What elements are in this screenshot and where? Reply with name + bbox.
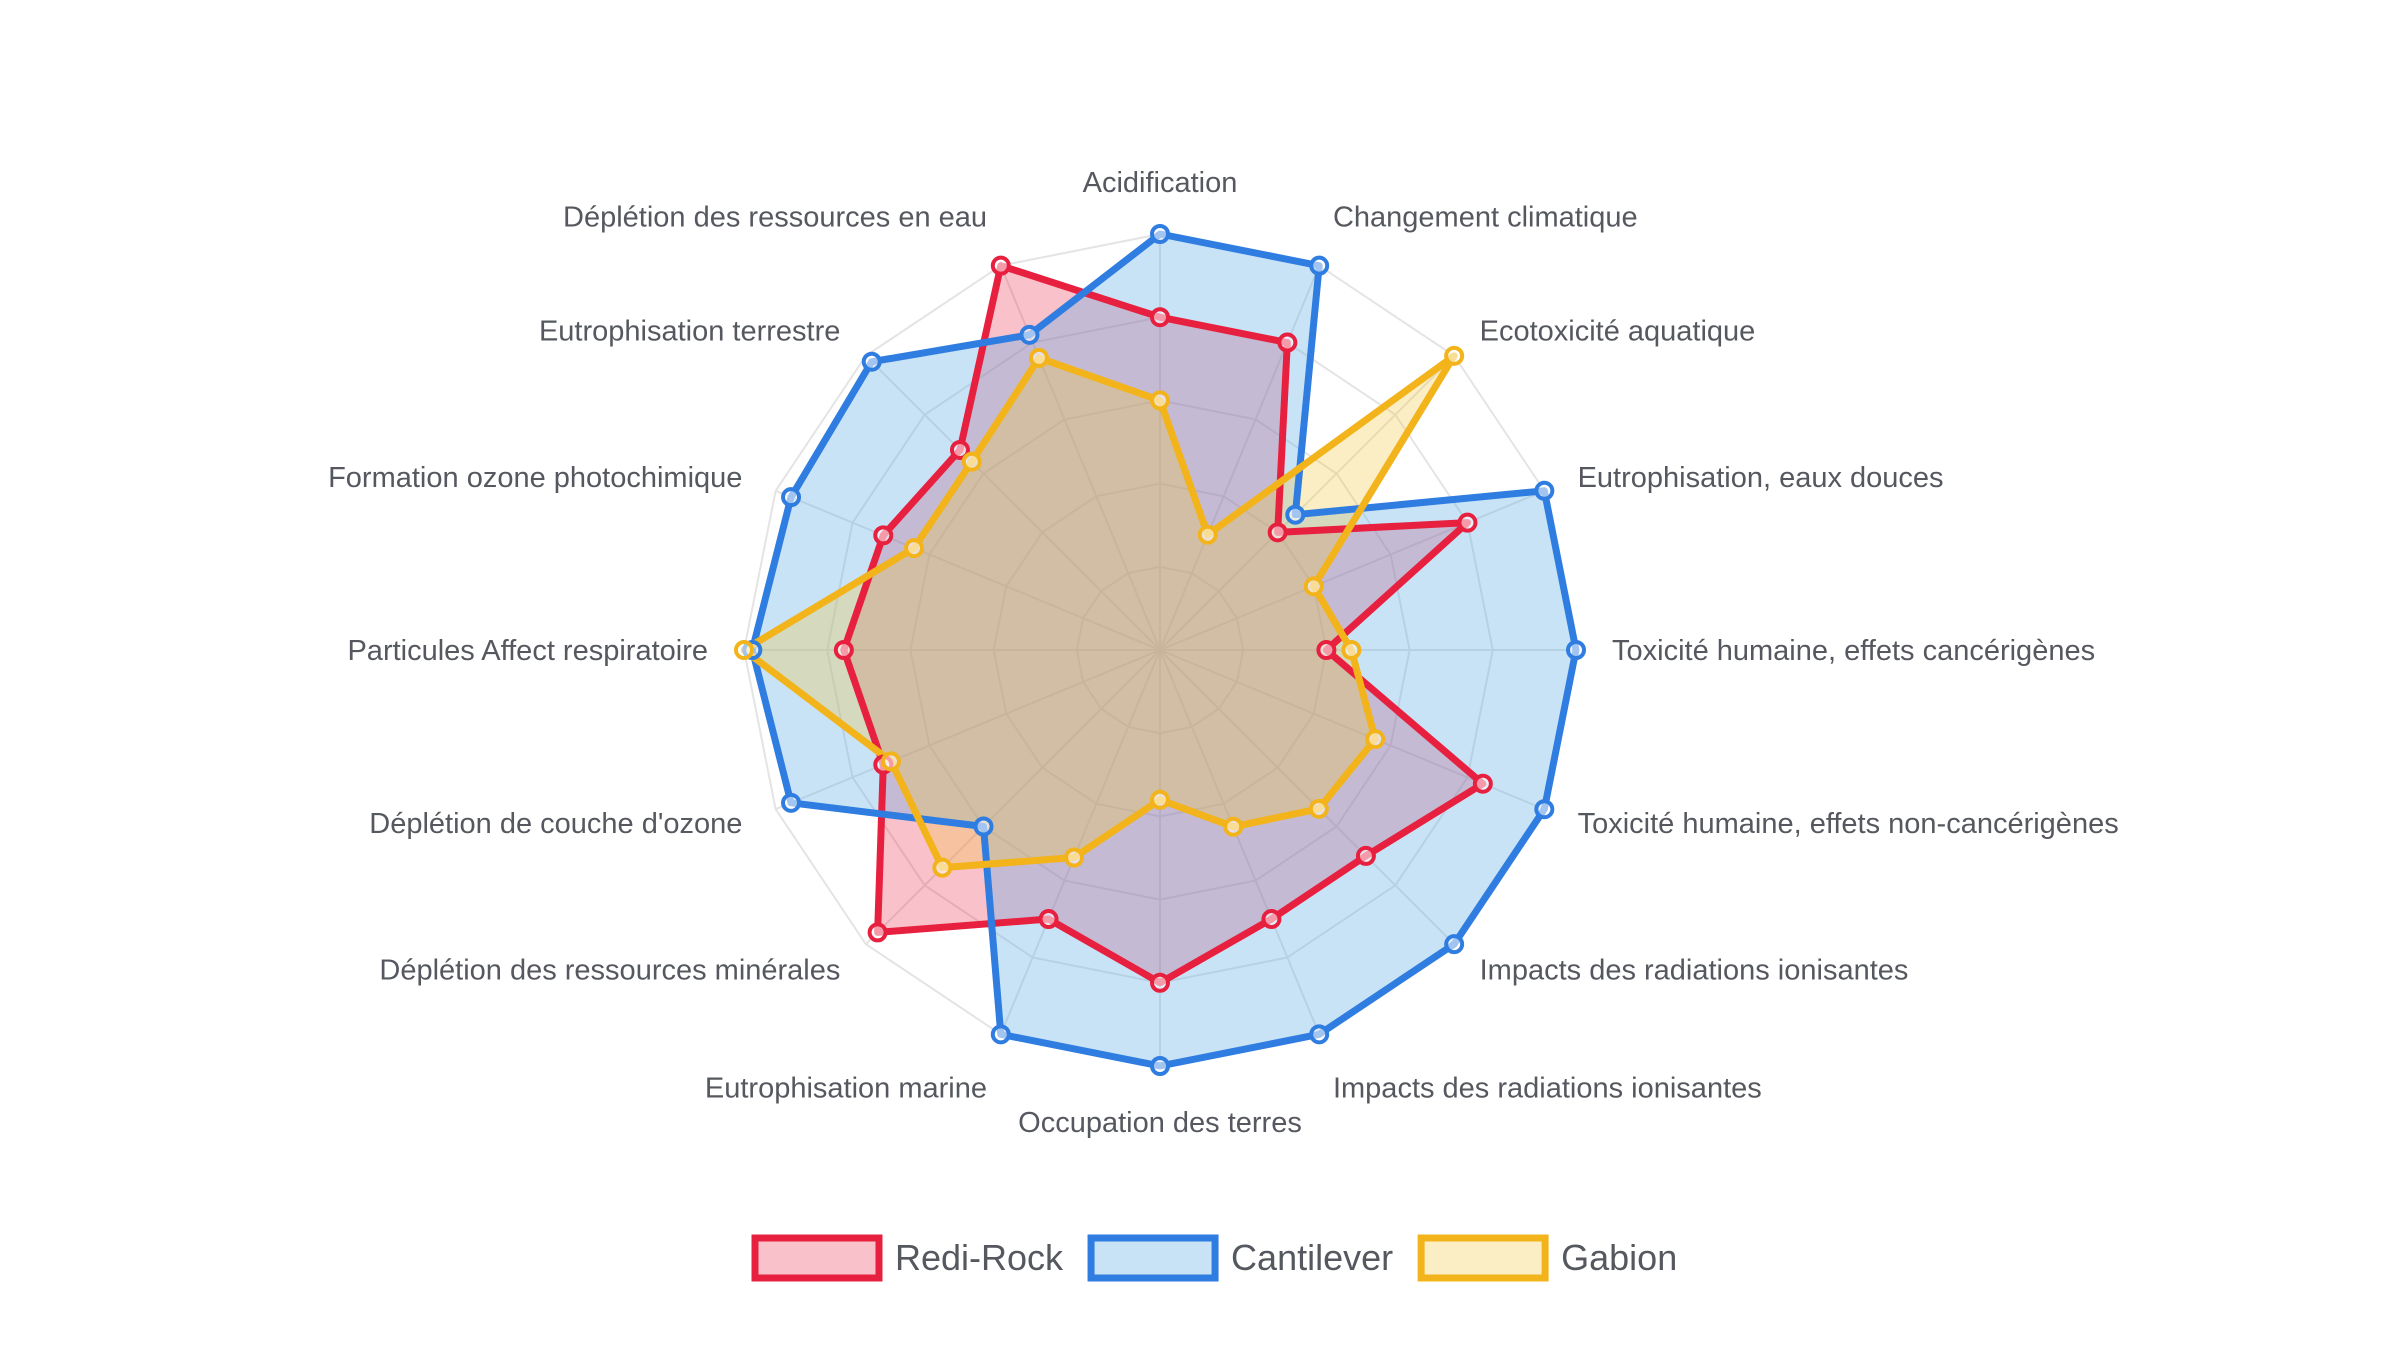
data-point-cantilever-1[interactable] xyxy=(1309,255,1330,276)
axis-label-2: Ecotoxicité aquatique xyxy=(1480,315,1756,347)
data-point-gabion-3[interactable] xyxy=(1303,576,1324,597)
legend-label-redi-rock: Redi-Rock xyxy=(895,1237,1064,1278)
data-point-cantilever-8[interactable] xyxy=(1150,1056,1170,1076)
data-point-gabion-9[interactable] xyxy=(1064,847,1085,868)
data-point-gabion-15[interactable] xyxy=(1029,347,1050,368)
data-point-gabion-14[interactable] xyxy=(961,451,982,472)
legend: Redi-Rock Cantilever Gabion xyxy=(751,1234,1677,1282)
series-points xyxy=(734,224,1586,1076)
legend-item-redi-rock[interactable]: Redi-Rock xyxy=(751,1234,1064,1282)
grid-spoke-7 xyxy=(1159,649,1321,1035)
grid-spoke-9 xyxy=(999,649,1161,1035)
axis-label-4: Toxicité humaine, effets cancérigènes xyxy=(1612,635,2095,667)
legend-label-gabion: Gabion xyxy=(1561,1237,1677,1278)
grid-spoke-3 xyxy=(1159,489,1545,651)
data-point-redi-rock-8[interactable] xyxy=(1150,972,1170,993)
data-point-cantilever-7[interactable] xyxy=(1309,1024,1330,1045)
data-point-redi-rock-0[interactable] xyxy=(1150,307,1170,328)
axis-label-13: Formation ozone photochimique xyxy=(328,462,742,494)
data-point-redi-rock-4[interactable] xyxy=(1316,640,1337,660)
data-point-cantilever-14[interactable] xyxy=(861,351,882,372)
data-point-gabion-11[interactable] xyxy=(880,751,901,772)
data-point-gabion-13[interactable] xyxy=(904,538,925,559)
data-point-cantilever-6[interactable] xyxy=(1444,934,1465,955)
data-point-redi-rock-10[interactable] xyxy=(867,922,888,943)
axis-labels: Acidification Changement climatique Ecotox… xyxy=(328,167,2119,1139)
axis-label-11: Déplétion de couche d'ozone xyxy=(369,808,742,840)
data-point-gabion-2[interactable] xyxy=(1444,345,1465,366)
data-point-gabion-5[interactable] xyxy=(1365,729,1386,750)
data-point-cantilever-3[interactable] xyxy=(1534,480,1555,501)
data-point-redi-rock-13[interactable] xyxy=(873,525,894,546)
data-point-redi-rock-5[interactable] xyxy=(1472,773,1493,794)
data-point-redi-rock-9[interactable] xyxy=(1038,909,1059,930)
axis-label-12: Particules Affect respiratoire xyxy=(347,635,708,667)
data-point-redi-rock-15[interactable] xyxy=(990,255,1011,276)
data-point-cantilever-9[interactable] xyxy=(990,1024,1011,1045)
data-point-gabion-12[interactable] xyxy=(734,640,754,660)
series-area-gabion xyxy=(744,355,1455,868)
data-point-redi-rock-1[interactable] xyxy=(1277,332,1298,353)
data-point-gabion-4[interactable] xyxy=(1341,640,1362,660)
data-point-cantilever-13[interactable] xyxy=(781,487,802,508)
data-point-redi-rock-6[interactable] xyxy=(1355,845,1376,866)
axis-label-8: Occupation des terres xyxy=(1018,1107,1302,1139)
legend-label-cantilever: Cantilever xyxy=(1231,1237,1393,1278)
axis-label-1: Changement climatique xyxy=(1333,201,1638,233)
axis-label-7: Impacts des radiations ionisantes xyxy=(1333,1073,1762,1105)
grid-spoke-2 xyxy=(1159,355,1455,651)
grid-spoke-14 xyxy=(865,355,1161,651)
data-point-gabion-7[interactable] xyxy=(1223,816,1244,837)
axis-label-14: Eutrophisation terrestre xyxy=(539,315,840,347)
data-point-cantilever-2[interactable] xyxy=(1285,504,1306,525)
data-point-gabion-10[interactable] xyxy=(932,857,953,878)
grid-spoke-10 xyxy=(865,649,1161,945)
legend-swatch-cantilever xyxy=(1087,1234,1219,1282)
legend-item-cantilever[interactable]: Cantilever xyxy=(1087,1234,1393,1282)
axis-label-9: Eutrophisation marine xyxy=(705,1073,987,1105)
data-point-gabion-6[interactable] xyxy=(1308,798,1329,819)
axis-label-5: Toxicité humaine, effets non-cancérigène… xyxy=(1578,808,2119,840)
data-point-cantilever-15[interactable] xyxy=(1019,324,1040,345)
data-point-redi-rock-3[interactable] xyxy=(1457,512,1478,533)
data-point-redi-rock-14[interactable] xyxy=(949,439,970,460)
data-point-cantilever-10[interactable] xyxy=(973,816,994,837)
data-point-cantilever-5[interactable] xyxy=(1534,799,1555,820)
legend-swatch-redi-rock xyxy=(751,1234,883,1282)
grid-spoke-6 xyxy=(1159,649,1455,945)
axis-label-15: Déplétion des ressources en eau xyxy=(563,201,987,233)
data-point-gabion-8[interactable] xyxy=(1150,789,1170,810)
data-point-redi-rock-2[interactable] xyxy=(1267,522,1288,543)
data-point-redi-rock-7[interactable] xyxy=(1261,909,1282,930)
grid-spoke-1 xyxy=(1159,265,1321,651)
grid-spoke-11 xyxy=(775,649,1161,811)
data-point-cantilever-0[interactable] xyxy=(1150,224,1170,244)
data-point-redi-rock-12[interactable] xyxy=(833,640,854,660)
axis-label-3: Eutrophisation, eaux douces xyxy=(1578,462,1944,494)
data-point-cantilever-11[interactable] xyxy=(781,792,802,813)
data-point-gabion-1[interactable] xyxy=(1197,524,1218,545)
axis-label-0: Acidification xyxy=(1083,167,1238,199)
legend-swatch-gabion xyxy=(1417,1234,1549,1282)
grid-spoke-13 xyxy=(775,489,1161,651)
legend-item-gabion[interactable]: Gabion xyxy=(1417,1234,1677,1282)
data-point-gabion-0[interactable] xyxy=(1150,390,1170,411)
data-point-cantilever-4[interactable] xyxy=(1566,640,1586,660)
axis-label-6: Impacts des radiations ionisantes xyxy=(1480,955,1909,987)
axis-label-10: Déplétion des ressources minérales xyxy=(379,955,840,987)
